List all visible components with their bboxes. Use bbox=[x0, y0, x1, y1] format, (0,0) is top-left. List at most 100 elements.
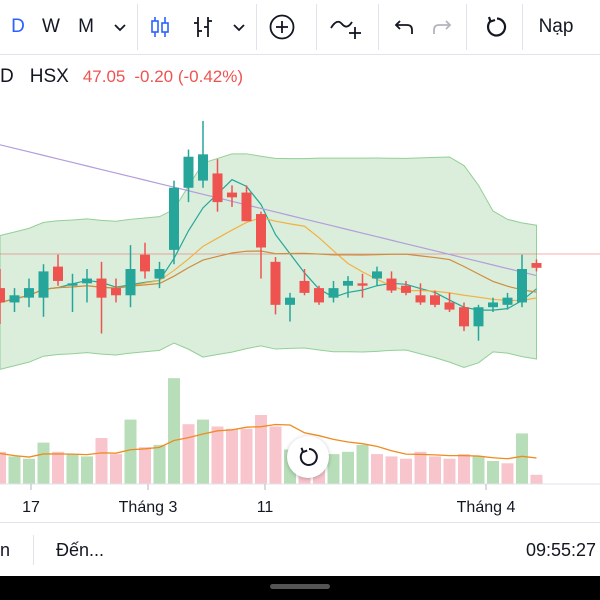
chevron-down-icon bbox=[114, 24, 126, 32]
candle-body bbox=[256, 214, 266, 248]
add-indicator-button[interactable] bbox=[262, 0, 302, 54]
volume-bar bbox=[139, 447, 151, 484]
volume-bar bbox=[37, 442, 50, 484]
candle-body bbox=[96, 278, 107, 298]
volume-bar bbox=[501, 463, 514, 484]
undo-icon bbox=[394, 20, 413, 34]
candlestick-icon bbox=[151, 17, 169, 37]
candle-body bbox=[125, 269, 136, 296]
chevron-down-icon bbox=[233, 24, 245, 32]
candle-body bbox=[415, 295, 426, 303]
undo-button[interactable] bbox=[388, 0, 420, 54]
ma50-line bbox=[0, 144, 537, 277]
interval-day-button[interactable]: D bbox=[11, 16, 25, 37]
candle-body bbox=[343, 280, 353, 286]
volume-bar bbox=[182, 424, 195, 484]
volume-bar bbox=[530, 474, 543, 484]
time-axis-label: 17 bbox=[22, 499, 40, 516]
chart-type-button[interactable] bbox=[142, 0, 178, 54]
clock-label: 09:55:27 bbox=[526, 539, 597, 560]
time-axis-label: Tháng 4 bbox=[457, 499, 516, 516]
interval-week-button[interactable]: W bbox=[42, 16, 60, 37]
volume-bar bbox=[443, 458, 456, 484]
volume-bar bbox=[516, 433, 528, 484]
ma20-line bbox=[0, 250, 537, 304]
candle-body bbox=[183, 156, 194, 188]
price-change: -0.20 (-0.42%) bbox=[134, 67, 244, 86]
volume-bar bbox=[458, 454, 470, 484]
candle-body bbox=[430, 295, 440, 305]
candle-body bbox=[227, 192, 237, 198]
candle-body bbox=[140, 254, 150, 272]
volume-bar bbox=[342, 451, 354, 484]
volume-bar bbox=[472, 456, 485, 484]
bar-chart-icon bbox=[194, 17, 212, 37]
plus-circle-icon bbox=[269, 14, 295, 40]
volume-bar bbox=[66, 454, 79, 484]
candle-body bbox=[24, 288, 34, 298]
exchange-label: HSX bbox=[29, 66, 69, 87]
chart-type-dropdown[interactable] bbox=[226, 0, 252, 54]
volume-bar bbox=[487, 461, 499, 484]
toolbar-divider bbox=[256, 4, 257, 50]
interval-dropdown[interactable] bbox=[108, 0, 132, 54]
volume-bar bbox=[110, 454, 122, 484]
volume-bar bbox=[226, 428, 238, 484]
candle-body bbox=[473, 307, 484, 327]
volume-bar bbox=[385, 456, 398, 484]
volume-bar bbox=[153, 444, 166, 484]
volume-bar bbox=[95, 438, 108, 484]
redo-button[interactable] bbox=[426, 0, 458, 54]
reset-chart-button[interactable] bbox=[287, 436, 329, 478]
compare-add-icon bbox=[330, 20, 361, 39]
candle-body bbox=[386, 278, 397, 291]
redo-icon bbox=[433, 20, 452, 34]
volume-bar bbox=[371, 454, 383, 484]
reload-icon bbox=[486, 16, 507, 37]
toolbar-divider bbox=[466, 4, 467, 50]
indicators-button[interactable] bbox=[186, 0, 220, 54]
candle-body bbox=[67, 283, 78, 286]
last-price: 47.05 bbox=[82, 67, 126, 86]
bottom-divider bbox=[33, 535, 34, 565]
chart-toolbar: D W M bbox=[0, 0, 600, 55]
candle-body bbox=[270, 261, 281, 305]
candle-body bbox=[488, 302, 498, 308]
volume-bar bbox=[0, 451, 6, 484]
candle-body bbox=[314, 288, 324, 303]
volume-bar bbox=[23, 458, 35, 484]
candle-body bbox=[285, 297, 295, 305]
candle-body bbox=[357, 283, 368, 286]
candle-body bbox=[372, 271, 382, 279]
volume-bar bbox=[356, 444, 369, 484]
time-axis-label: Tháng 3 bbox=[119, 499, 178, 516]
interval-month-button[interactable]: M bbox=[78, 16, 94, 37]
toolbar-divider bbox=[378, 4, 379, 50]
bottom-bar: n Đến... 09:55:27 bbox=[0, 522, 600, 577]
volume-bar bbox=[52, 451, 64, 484]
volume-bar bbox=[327, 454, 340, 484]
candle-body bbox=[82, 278, 92, 284]
range-label[interactable]: n bbox=[0, 539, 11, 560]
candle-body bbox=[328, 288, 339, 298]
goto-date-button[interactable]: Đến... bbox=[56, 539, 105, 560]
reload-button[interactable] bbox=[476, 0, 516, 54]
system-nav-bar bbox=[0, 576, 600, 600]
volume-bar bbox=[414, 451, 427, 484]
volume-bar bbox=[429, 456, 441, 484]
volume-bar bbox=[269, 426, 282, 484]
candle-body bbox=[241, 192, 252, 222]
candle-body bbox=[299, 280, 310, 293]
volume-bar bbox=[400, 458, 412, 484]
candle-body bbox=[111, 288, 121, 296]
bollinger-band bbox=[0, 153, 537, 370]
price-chart[interactable]: 17 Tháng 3 11 Tháng 4 bbox=[0, 54, 600, 522]
compare-symbol-button[interactable] bbox=[324, 0, 368, 54]
volume-bar bbox=[168, 378, 180, 484]
candle-body bbox=[198, 154, 208, 181]
symbol-legend[interactable]: D HSX 47.05 -0.20 (-0.42%) bbox=[0, 62, 243, 92]
home-indicator bbox=[270, 584, 330, 589]
deposit-button[interactable]: Nạp bbox=[538, 16, 574, 37]
candle-body bbox=[444, 302, 455, 310]
volume-bar bbox=[240, 428, 253, 484]
